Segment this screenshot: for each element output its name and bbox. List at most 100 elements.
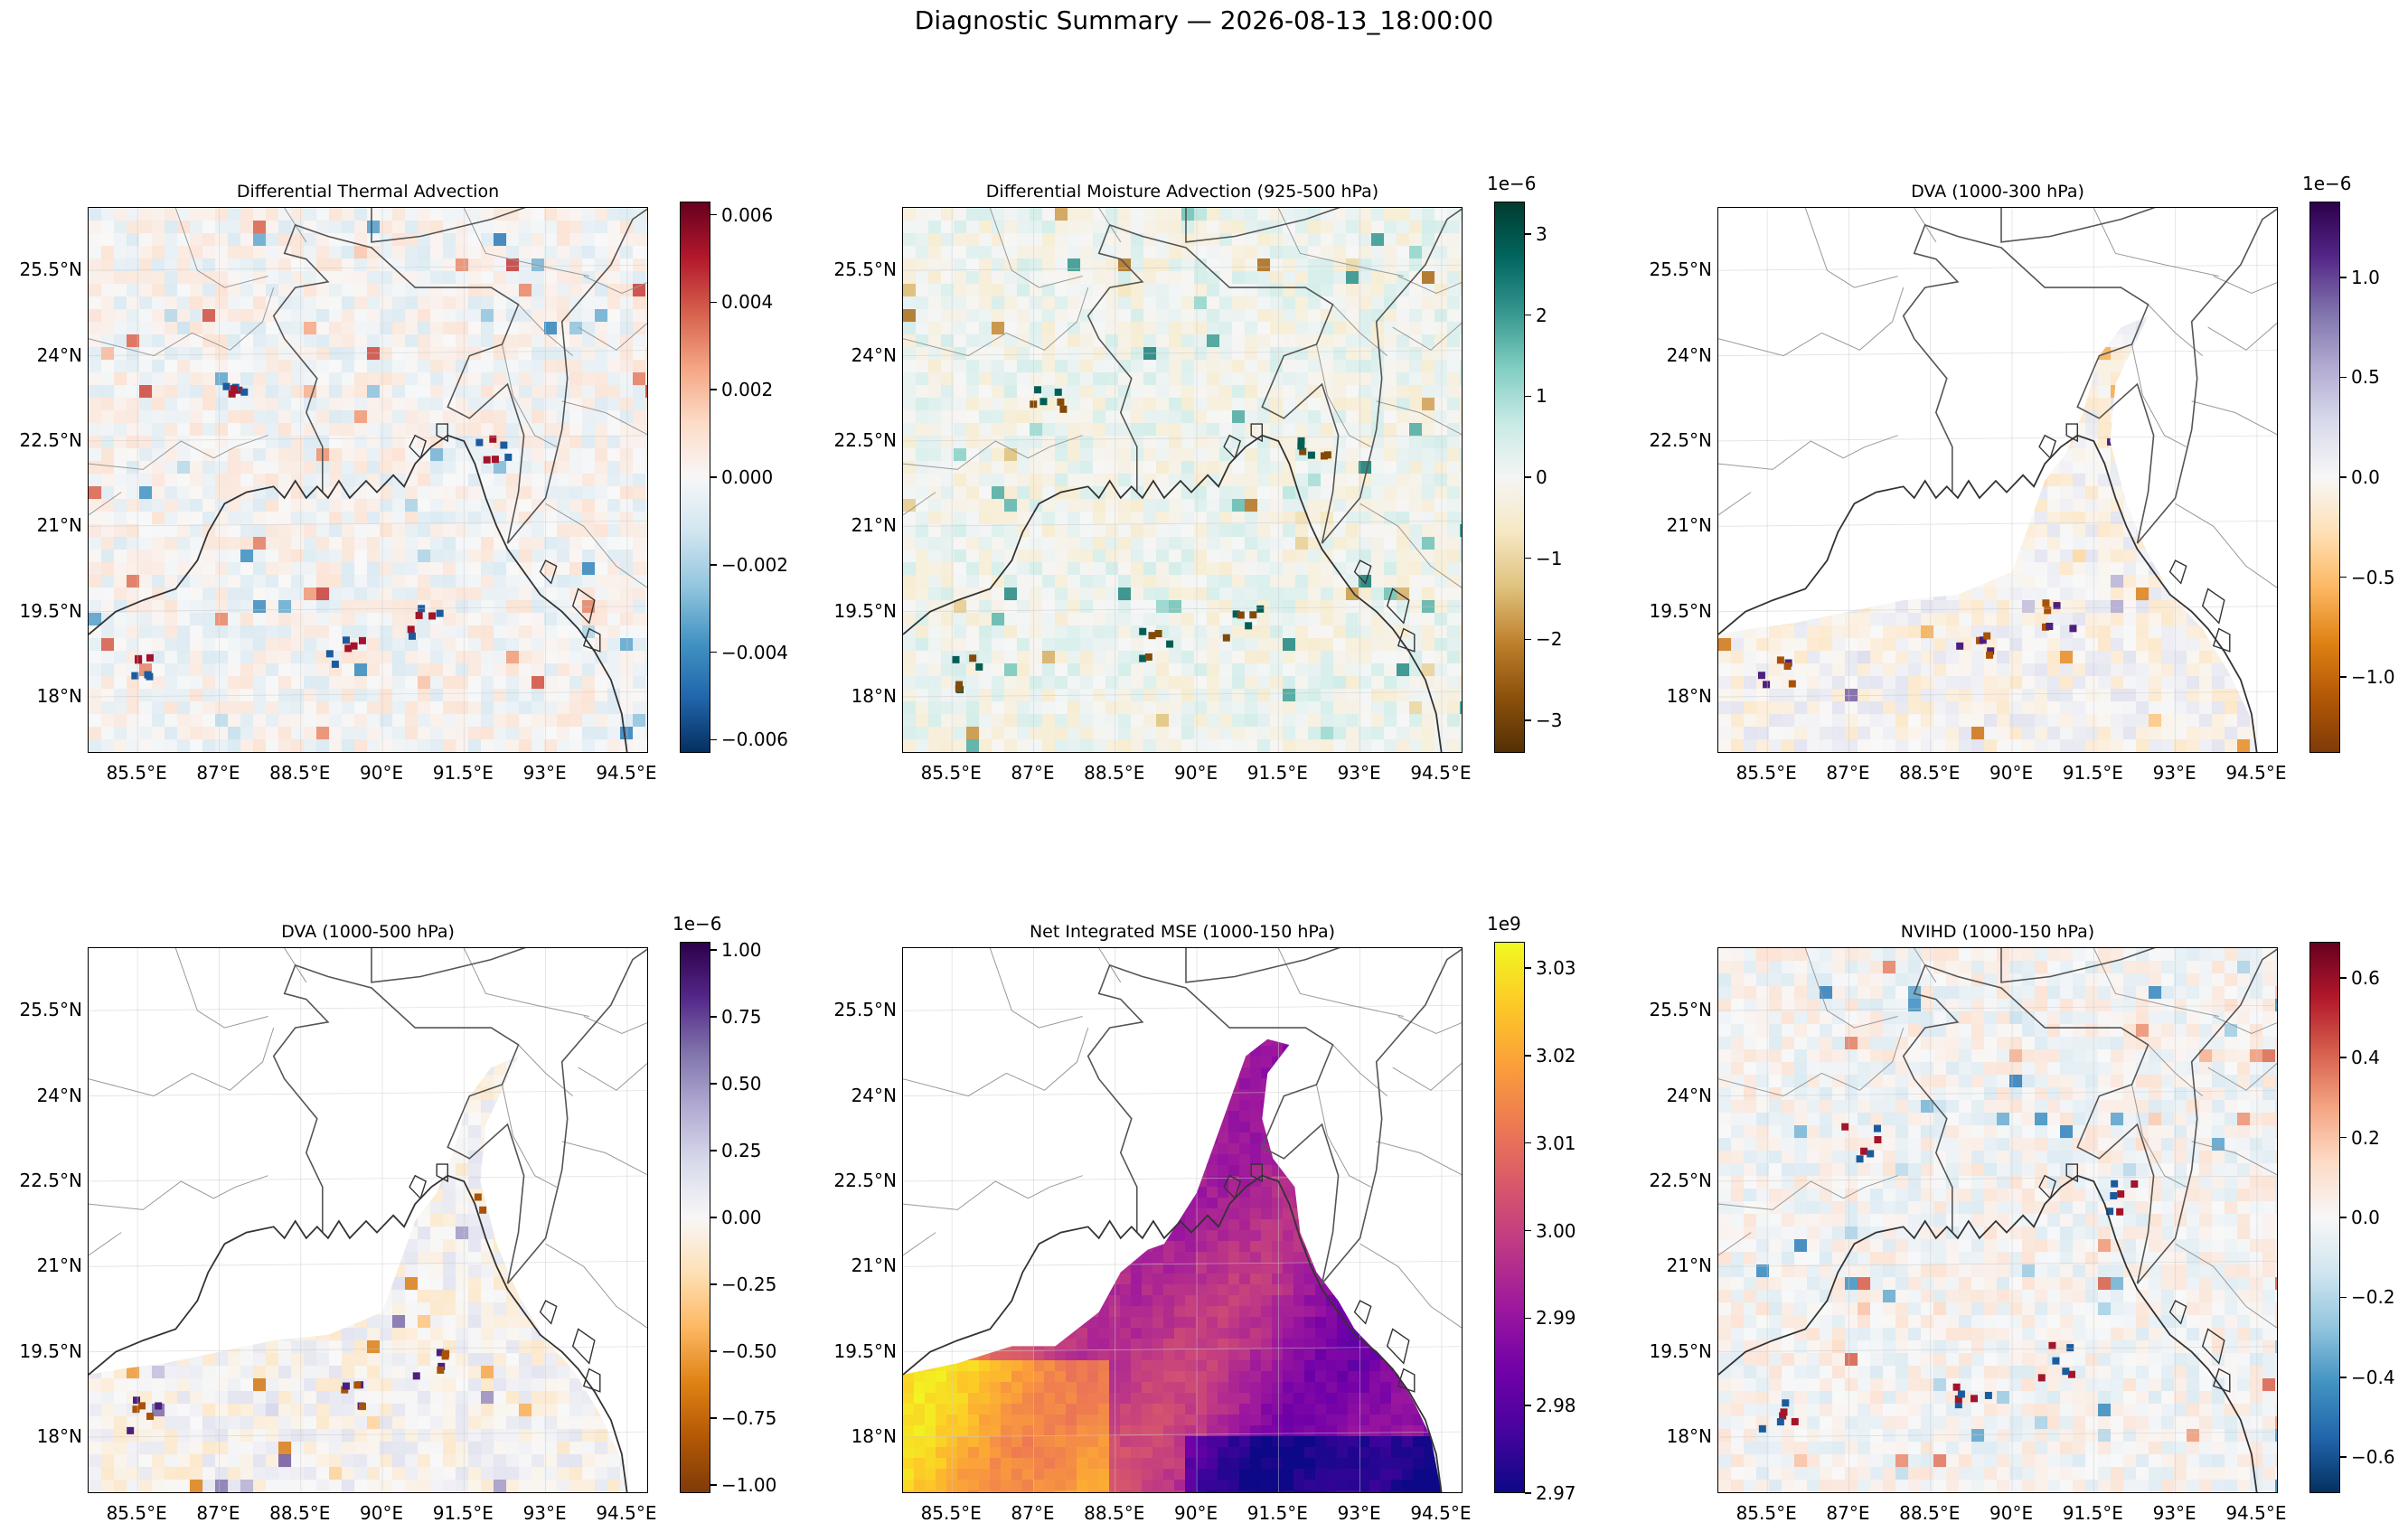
field-cell <box>916 461 929 475</box>
field-cell <box>1143 714 1157 728</box>
field-cell <box>1181 651 1195 664</box>
field-cell <box>992 284 1005 297</box>
field-cell <box>392 284 406 297</box>
field-cell <box>1105 676 1119 690</box>
field-cell <box>1030 448 1043 462</box>
field-cell <box>489 435 497 443</box>
field-cell <box>544 208 558 221</box>
field-cell <box>1055 727 1068 740</box>
field-cell <box>1908 398 1922 411</box>
field-cell <box>903 613 917 626</box>
field-cell <box>1984 360 1998 373</box>
field-cell <box>1434 512 1448 525</box>
field-cell <box>2060 334 2074 348</box>
field-cell <box>557 714 570 728</box>
field-cell <box>1118 448 1132 462</box>
field-cell <box>2250 347 2257 361</box>
map-panel[interactable] <box>902 207 1463 753</box>
field-cell <box>1156 436 1170 449</box>
field-cell <box>1093 676 1106 690</box>
field-cell <box>1434 309 1448 323</box>
field-cell <box>367 714 381 728</box>
field-cell <box>1447 410 1461 424</box>
field-cell <box>316 309 330 323</box>
field-cell <box>954 638 967 652</box>
field-cell <box>941 663 955 677</box>
field-cell <box>1371 486 1385 500</box>
field-cell <box>557 271 570 285</box>
field-cell <box>607 246 621 259</box>
map-panel[interactable] <box>88 207 648 753</box>
field-cell <box>1219 296 1233 310</box>
field-cell <box>405 334 419 348</box>
field-cell <box>1782 360 1795 373</box>
field-cell <box>1346 752 1359 753</box>
field-cell <box>342 499 355 512</box>
field-cell <box>557 739 570 752</box>
field-cell <box>1232 562 1246 576</box>
field-cell <box>979 512 992 525</box>
field-cell <box>531 461 545 475</box>
field-cell <box>1820 221 1833 234</box>
field-cell <box>456 233 469 247</box>
field-cell <box>253 512 267 525</box>
field-cell <box>342 347 355 361</box>
field-cell <box>481 284 494 297</box>
field-cell <box>928 524 942 538</box>
field-cell <box>2073 334 2086 348</box>
field-cell <box>928 296 942 310</box>
field-cell <box>544 676 558 690</box>
field-cell <box>2022 423 2036 437</box>
field-cell <box>240 676 254 690</box>
field-cell <box>941 208 955 221</box>
field-cell <box>1371 676 1385 690</box>
field-cell <box>1080 499 1094 512</box>
field-cell <box>468 714 482 728</box>
field-cell <box>620 246 634 259</box>
field-cell <box>941 587 955 601</box>
field-cell <box>101 524 115 538</box>
field-cell <box>2060 296 2074 310</box>
field-cell <box>152 651 165 664</box>
colorbar-tick-mark <box>1525 314 1531 316</box>
field-cell <box>1105 727 1119 740</box>
field-cell <box>1283 714 1296 728</box>
field-cell <box>1870 221 1884 234</box>
field-cell <box>954 372 967 386</box>
field-cell <box>966 600 980 614</box>
field-cell <box>1118 550 1132 563</box>
field-cell <box>1460 638 1462 652</box>
field-cell <box>89 562 102 576</box>
field-cell <box>1232 610 1240 618</box>
field-cell <box>582 562 596 576</box>
field-cell <box>1409 322 1423 335</box>
field-cell <box>954 714 967 728</box>
map-panel[interactable] <box>1717 207 2278 753</box>
field-cell <box>1346 448 1359 462</box>
field-cell <box>456 246 469 259</box>
field-cell <box>903 714 917 728</box>
field-cell <box>165 448 178 462</box>
field-cell <box>633 587 646 601</box>
field-cell <box>1004 398 1018 411</box>
field-cell <box>494 587 507 601</box>
field-cell <box>928 714 942 728</box>
field-cell <box>1371 524 1385 538</box>
field-cell <box>202 587 216 601</box>
field-cell <box>1257 739 1271 752</box>
field-cell <box>240 575 254 588</box>
field-cell <box>582 676 596 690</box>
field-cell <box>139 271 153 285</box>
field-cell <box>1093 524 1106 538</box>
field-cell <box>582 410 596 424</box>
field-cell <box>620 233 634 247</box>
field-cell <box>418 676 431 690</box>
field-cell <box>190 638 203 652</box>
field-cell <box>1245 524 1258 538</box>
field-cell <box>979 322 992 335</box>
field-cell <box>139 436 153 449</box>
field-cell <box>941 461 955 475</box>
field-cell <box>481 486 494 500</box>
field-cell <box>1055 600 1068 614</box>
field-cell <box>928 499 942 512</box>
